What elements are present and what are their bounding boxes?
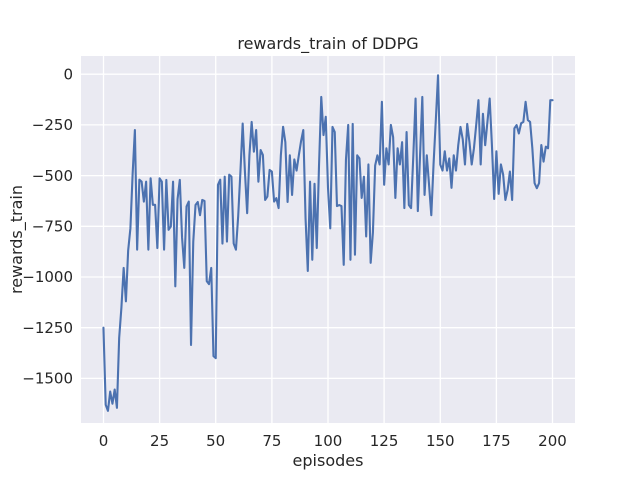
y-axis-label: rewards_train: [7, 185, 27, 294]
gridlines: [81, 56, 575, 423]
y-tick-label: −750: [32, 218, 73, 236]
x-tick-label: 175: [482, 432, 511, 450]
x-tick-label: 100: [314, 432, 343, 450]
x-tick-label: 25: [150, 432, 169, 450]
x-tick-label: 75: [262, 432, 281, 450]
y-tick-label: −1250: [22, 319, 73, 337]
series-group: [102, 74, 554, 412]
x-tick-label: 125: [370, 432, 399, 450]
y-tick-label: −1500: [22, 370, 73, 388]
reward-line: [102, 74, 554, 412]
y-tick-label: −500: [32, 167, 73, 185]
y-tick-labels: 0 −250 −500 −750 −1000 −1250 −1500: [22, 65, 73, 387]
x-axis-label: episodes: [293, 451, 364, 470]
x-tick-labels: 0 25 50 75 100 125 150 175 200: [99, 432, 567, 450]
y-tick-label: −250: [32, 116, 73, 134]
x-tick-label: 50: [206, 432, 225, 450]
x-tick-label: 200: [538, 432, 567, 450]
y-tick-label: −1000: [22, 268, 73, 286]
x-tick-label: 0: [99, 432, 109, 450]
y-tick-label: 0: [63, 65, 73, 83]
chart-title: rewards_train of DDPG: [237, 34, 418, 54]
x-tick-label: 150: [426, 432, 455, 450]
